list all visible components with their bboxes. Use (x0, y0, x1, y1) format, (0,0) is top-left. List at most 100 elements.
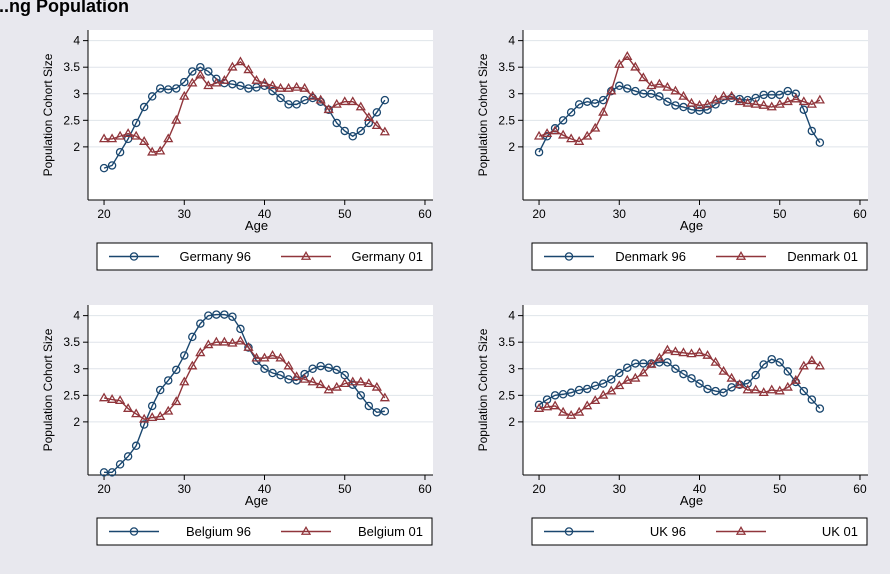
y-tick-label: 2 (508, 140, 515, 154)
data-point-circle (147, 92, 157, 101)
data-point-circle (671, 101, 680, 110)
data-point-triangle (323, 104, 334, 114)
data-point-circle (163, 376, 173, 385)
data-point-triangle (155, 145, 166, 155)
data-point-circle (356, 391, 366, 400)
data-point-triangle (766, 384, 777, 394)
data-point-circle (767, 90, 776, 100)
plot-area (523, 30, 868, 200)
data-point-triangle (114, 395, 126, 405)
page-title: ...ng Population (0, 0, 129, 16)
data-point-circle (815, 138, 825, 147)
data-point-triangle (235, 56, 246, 66)
data-point-circle (590, 99, 600, 108)
data-point-circle (623, 84, 632, 93)
data-point-circle (775, 358, 784, 367)
chart-panel-belgium: 2 2.5 3 3.5 4 20 30 40 50 60 Age Population Cohort … (41, 305, 433, 546)
data-point-circle (340, 126, 349, 136)
chart-panel-germany: 2 2.5 3 3.5 4 20 30 40 50 60 Age Population Cohort … (41, 30, 433, 271)
data-point-triangle (155, 411, 166, 420)
data-point-triangle (259, 352, 270, 362)
data-point-triangle (742, 97, 753, 107)
data-point-circle (703, 384, 712, 394)
data-point-triangle (541, 401, 553, 411)
data-point-triangle (678, 347, 689, 357)
y-tick-label: 2.5 (63, 388, 80, 402)
data-point-triangle (251, 352, 262, 362)
data-point-triangle (582, 130, 593, 140)
legend-swatch-marker (300, 525, 312, 535)
data-point-circle (380, 406, 390, 416)
data-point-circle (775, 90, 784, 100)
x-tick-label: 30 (613, 482, 627, 496)
data-point-circle (671, 364, 680, 373)
y-tick-label: 4 (73, 34, 80, 48)
data-point-triangle (646, 80, 657, 90)
data-point-circle (115, 460, 125, 469)
data-point-circle (155, 385, 165, 395)
data-point-circle (631, 86, 640, 96)
data-point-circle (767, 354, 776, 364)
data-point-triangle (347, 96, 358, 106)
data-point-triangle (363, 378, 374, 388)
data-point-triangle (758, 99, 769, 109)
data-point-circle (679, 369, 688, 379)
x-tick-label: 40 (258, 207, 272, 221)
data-point-circle (107, 468, 117, 477)
data-point-triangle (590, 122, 601, 132)
data-point-circle (550, 391, 560, 400)
x-axis-label: Age (680, 493, 703, 508)
data-point-circle (308, 364, 317, 373)
data-point-circle (163, 85, 173, 94)
data-point-triangle (227, 61, 238, 71)
data-point-triangle (614, 380, 625, 390)
data-point-triangle (227, 337, 238, 347)
data-point-triangle (98, 133, 110, 143)
data-point-circle (663, 97, 672, 106)
data-point-circle (807, 395, 817, 404)
y-tick-label: 2 (73, 140, 80, 154)
data-point-circle (324, 363, 333, 372)
data-point-triangle (694, 347, 705, 357)
data-point-circle (574, 385, 584, 395)
data-point-circle (639, 359, 648, 368)
plot-area (523, 305, 868, 475)
data-point-circle (807, 126, 817, 136)
data-point-triangle (670, 85, 681, 95)
data-point-triangle (171, 396, 182, 406)
data-point-circle (131, 118, 141, 128)
data-point-circle (372, 408, 382, 417)
data-point-circle (687, 374, 696, 383)
data-point-circle (188, 332, 197, 342)
data-point-circle (711, 386, 720, 396)
data-point-circle (743, 379, 752, 388)
data-point-triangle (718, 365, 729, 375)
data-point-triangle (734, 96, 745, 106)
data-point-triangle (114, 130, 126, 140)
data-point-triangle (533, 130, 545, 140)
data-point-circle (139, 420, 149, 429)
data-point-circle (123, 452, 133, 461)
x-tick-label: 30 (178, 207, 192, 221)
data-point-triangle (606, 385, 617, 395)
data-point-triangle (147, 146, 158, 156)
data-point-triangle (766, 101, 777, 111)
data-point-circle (332, 365, 341, 375)
data-point-circle (558, 116, 568, 125)
data-point-circle (204, 67, 213, 76)
data-point-circle (582, 97, 592, 106)
data-point-circle (623, 363, 632, 372)
data-point-circle (615, 368, 624, 378)
data-point-triangle (211, 336, 222, 346)
data-point-triangle (331, 98, 342, 108)
data-point-triangle (106, 394, 118, 403)
data-point-circle (155, 84, 165, 93)
data-point-triangle (790, 93, 801, 103)
data-point-triangle (243, 341, 254, 351)
data-point-circle (332, 118, 341, 128)
x-tick-label: 40 (258, 482, 272, 496)
data-point-triangle (275, 352, 286, 362)
data-point-triangle (734, 379, 745, 389)
y-tick-label: 2 (508, 415, 515, 429)
y-tick-label: 4 (73, 309, 80, 323)
